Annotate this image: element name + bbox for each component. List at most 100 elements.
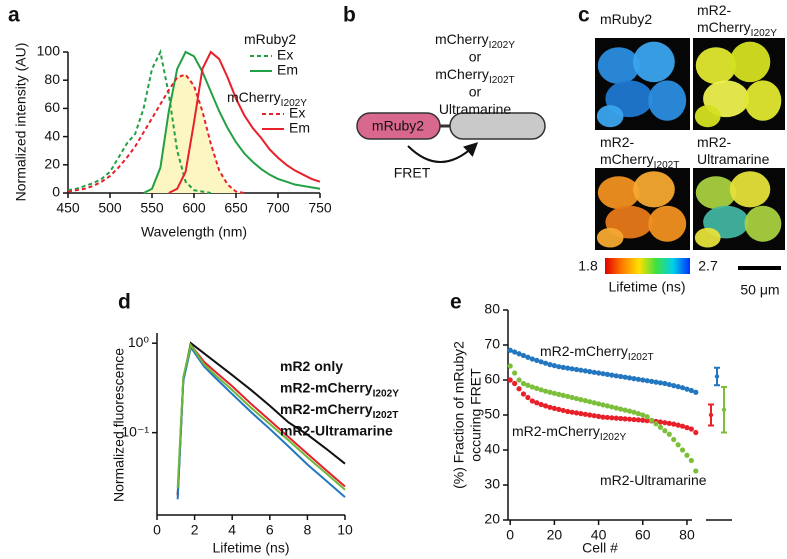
point	[507, 347, 513, 353]
x-tick-label: 40	[591, 527, 607, 543]
point	[542, 403, 549, 409]
x-axis-label: Wavelength (nm)	[141, 224, 247, 240]
series-line	[176, 342, 346, 491]
point	[626, 416, 633, 422]
point	[547, 362, 553, 368]
point	[644, 378, 650, 384]
point	[595, 370, 602, 376]
y-axis-label: occuring FRET	[468, 368, 484, 462]
cell	[648, 80, 687, 121]
point	[635, 411, 641, 417]
point	[688, 457, 694, 464]
point	[684, 386, 690, 392]
acceptor-option-subscript: I202Y	[489, 40, 516, 51]
cell	[633, 41, 675, 83]
point	[662, 420, 668, 426]
y-tick-label: 0	[52, 184, 60, 200]
point	[587, 399, 593, 405]
point	[688, 426, 694, 432]
point	[662, 380, 668, 387]
y-axis-label: Normalized intensity (AU)	[13, 43, 29, 202]
y-tick-label: 80	[44, 71, 60, 87]
x-tick-label: 20	[547, 527, 563, 543]
point	[675, 384, 681, 390]
scale-bar-label: 50 μm	[740, 282, 779, 298]
point	[507, 363, 513, 369]
acceptor-option-subscript: I202T	[489, 75, 515, 86]
point	[591, 413, 597, 419]
x-tick-label: 700	[266, 200, 290, 216]
panel-label: a	[8, 4, 20, 27]
image-label-main: mRuby2	[600, 11, 652, 27]
cell	[596, 105, 624, 128]
point	[534, 357, 540, 363]
point	[662, 428, 668, 434]
point	[569, 409, 575, 415]
point	[640, 377, 646, 383]
point	[573, 395, 580, 402]
cell	[633, 171, 675, 208]
cell	[695, 176, 737, 210]
legend-label: Em	[277, 62, 298, 78]
x-tick-label: 450	[56, 200, 80, 216]
cell	[694, 227, 721, 248]
error-bar	[708, 403, 714, 427]
point	[666, 381, 672, 388]
point	[609, 404, 615, 410]
point	[595, 401, 602, 407]
point	[551, 405, 557, 411]
series-label-main: mR2-mCherry	[512, 423, 600, 439]
x-tick-label: 6	[266, 522, 274, 538]
x-tick-label: 750	[308, 200, 332, 216]
point	[547, 389, 553, 395]
colorbar-min: 1.8	[578, 258, 598, 274]
y-tick-label: 30	[484, 476, 500, 492]
legend-label: Ex	[277, 47, 293, 63]
point	[666, 431, 672, 437]
acceptor-option: or	[469, 48, 482, 64]
cell	[596, 227, 624, 248]
x-tick-label: 550	[140, 200, 164, 216]
point	[507, 377, 513, 383]
point	[693, 429, 699, 436]
point	[666, 420, 672, 426]
point	[600, 371, 606, 377]
legend-title: mRuby2	[244, 31, 296, 47]
point	[671, 421, 677, 427]
point	[538, 401, 544, 408]
image-label: mRuby2	[600, 11, 652, 27]
point	[671, 436, 677, 443]
colorbar-max: 2.7	[698, 258, 718, 274]
legend-title-main: mCherry	[227, 89, 281, 105]
point	[520, 391, 527, 397]
point	[604, 371, 611, 377]
acceptor-option-main: mCherry	[435, 66, 489, 82]
series-line	[67, 73, 245, 194]
point	[684, 425, 690, 431]
cell	[648, 205, 687, 242]
point	[525, 382, 531, 388]
point	[525, 394, 531, 401]
image-label-main: mCherry	[600, 151, 654, 167]
point	[582, 411, 588, 417]
point	[538, 359, 544, 365]
point	[640, 417, 646, 423]
legend-title: mCherryI202Y	[227, 89, 307, 109]
image-label-subscript: I202T	[654, 160, 680, 171]
point	[551, 390, 557, 396]
overlap-fill	[143, 74, 245, 193]
image-label-subscript: I202Y	[751, 28, 778, 39]
point	[516, 377, 522, 383]
point	[626, 408, 633, 414]
mean-dot	[721, 407, 727, 412]
point	[618, 373, 624, 380]
point	[520, 380, 527, 387]
y-axis-label: (%) Fraction of mRuby2	[451, 341, 467, 489]
point	[671, 383, 677, 389]
x-tick-label: 650	[224, 200, 248, 216]
point	[556, 406, 562, 412]
acceptor-option: mCherryI202T	[435, 66, 514, 86]
image-label-main: Ultramarine	[697, 151, 770, 167]
legend-label: Em	[289, 120, 310, 136]
point	[631, 416, 637, 423]
